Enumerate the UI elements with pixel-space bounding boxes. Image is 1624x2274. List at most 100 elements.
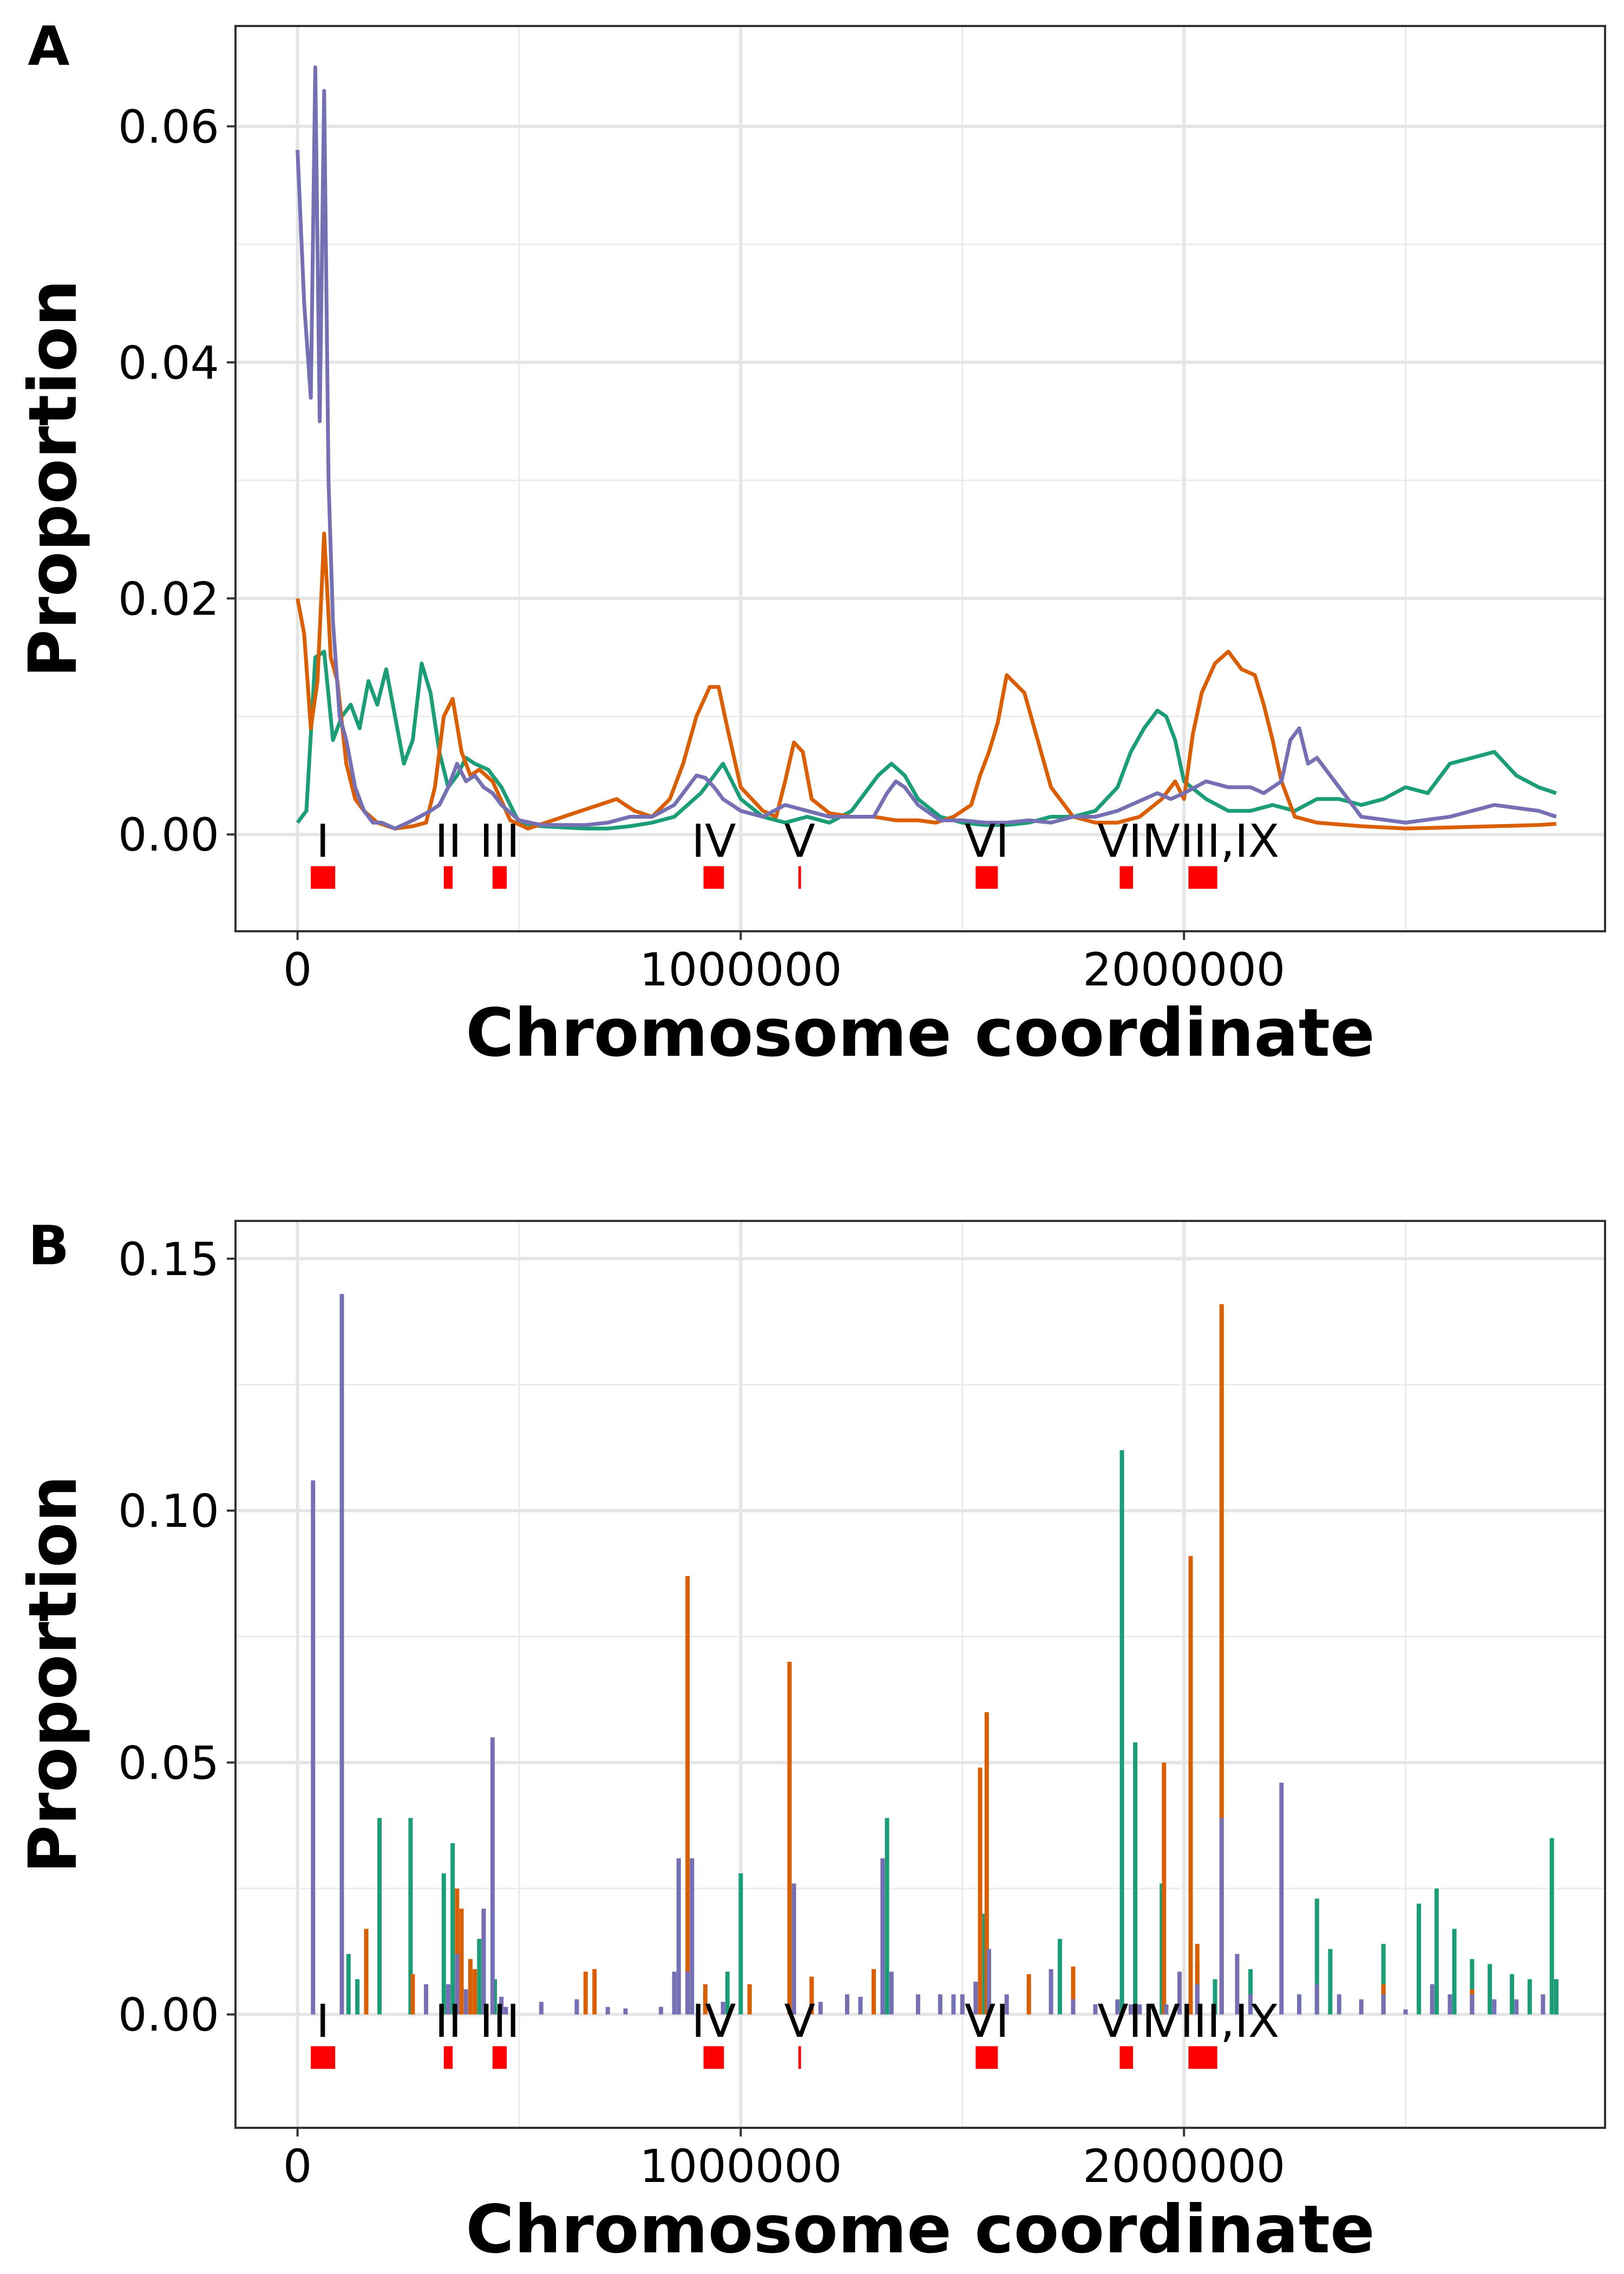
region-marker [492, 2046, 507, 2069]
bar [1510, 1974, 1515, 2015]
bar [1057, 1939, 1062, 2015]
y-tick-label: 0.06 [118, 100, 219, 153]
bar [1188, 1556, 1193, 2015]
region-marker [1188, 866, 1217, 889]
y-tick-label: 0.00 [118, 808, 219, 861]
bar [1448, 1994, 1452, 2015]
bar [787, 1662, 792, 2015]
bar [880, 1858, 885, 2015]
region-marker [1188, 2046, 1217, 2069]
bar [938, 1994, 942, 2015]
region-label: I [316, 1995, 330, 2048]
bar [1554, 1979, 1558, 2015]
region-marker [798, 866, 801, 889]
region-marker [443, 866, 453, 889]
bar [1314, 1898, 1319, 2015]
bar [844, 1994, 849, 2015]
region-label: II [435, 815, 462, 868]
bar [1470, 1994, 1475, 2015]
bar [725, 1971, 730, 2015]
series-bars-2 [364, 1304, 1475, 2015]
y-axis-title: Proportion [15, 279, 91, 678]
bar [858, 1997, 863, 2015]
series-line-2 [296, 531, 1557, 831]
bar [703, 1984, 708, 2015]
bar [1381, 1944, 1386, 2015]
bar [747, 1984, 752, 2015]
region-label: VIII,IX [1149, 1995, 1279, 2048]
region-label: V [784, 1995, 815, 2048]
bar [1219, 1818, 1224, 2015]
bar [455, 1953, 460, 2015]
region-marker [311, 866, 336, 889]
x-tick-label: 1000000 [639, 2140, 842, 2193]
region-label: IV [691, 815, 736, 868]
region-label: VII [1097, 815, 1155, 868]
region-marker [975, 2046, 998, 2069]
bar [791, 1883, 796, 2015]
bar [492, 1979, 497, 2015]
region-marker [975, 866, 998, 889]
region-marker [798, 2046, 801, 2069]
y-tick-label: 0.15 [118, 1233, 219, 1286]
bar [1381, 1994, 1386, 2015]
bar [685, 1576, 690, 2015]
bar [574, 1999, 579, 2015]
bar [1133, 1742, 1138, 2015]
bar [441, 1873, 446, 2015]
bar [1071, 1999, 1076, 2015]
bar [1119, 1450, 1124, 2015]
series-bars-1 [346, 1450, 1558, 2015]
bar [1279, 1782, 1284, 2015]
bar [978, 1767, 983, 2015]
bar [685, 1971, 690, 2015]
region-label: III [480, 1995, 520, 2048]
bar [1492, 1999, 1497, 2015]
y-tick-label: 0.02 [118, 572, 219, 625]
bar [1314, 1984, 1319, 2015]
bar [1359, 1999, 1364, 2015]
y-tick-label: 0.04 [118, 336, 219, 389]
region-label: III [480, 815, 520, 868]
bar [1549, 1838, 1554, 2015]
bar [481, 1909, 486, 2015]
bar [1248, 1994, 1253, 2015]
bar [1403, 2009, 1408, 2015]
bar [583, 1971, 588, 2015]
bar [889, 1971, 894, 2015]
y-tick-label: 0.00 [118, 1989, 219, 2042]
x-axis-title: Chromosome coordinate [466, 2191, 1375, 2268]
bar [539, 2002, 543, 2015]
bar [468, 1959, 473, 2015]
bar [690, 1858, 695, 2015]
bar [659, 2007, 664, 2015]
bar [1470, 1959, 1475, 2015]
bar [1004, 1994, 1009, 2015]
bar [355, 1979, 360, 2015]
bar [1195, 1984, 1200, 2015]
bar [503, 2007, 508, 2015]
region-label: II [435, 1995, 462, 2048]
region-label: VIII,IX [1149, 815, 1279, 868]
y-tick-label: 0.05 [118, 1736, 219, 1789]
bar [499, 1997, 504, 2015]
bar [477, 1939, 482, 2015]
region-marker [443, 2046, 453, 2069]
bar [1434, 1888, 1439, 2015]
bar [410, 1974, 415, 2015]
x-tick-label: 0 [283, 2140, 312, 2193]
bar [1297, 1994, 1302, 2015]
bar [623, 2008, 628, 2015]
bar [973, 1982, 978, 2015]
bar [676, 1858, 681, 2015]
bar [1160, 1883, 1164, 2015]
bar [1417, 1903, 1422, 2015]
region-marker [703, 866, 724, 889]
bar [311, 1480, 316, 2015]
x-tick-label: 1000000 [639, 943, 842, 996]
bar [1115, 1999, 1120, 2015]
bar [1071, 1966, 1076, 2015]
